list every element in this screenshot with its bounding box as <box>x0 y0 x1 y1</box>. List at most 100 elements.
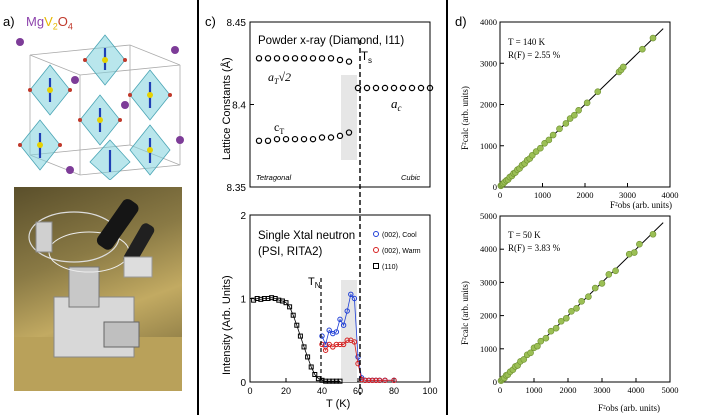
formula-part-1: V <box>44 14 53 29</box>
c-bottom-xtick-label: 60 <box>353 386 363 396</box>
d-scatter-point <box>556 125 563 133</box>
crystal-structure <box>16 34 184 180</box>
c-top-point-2 <box>381 84 389 92</box>
c-top-point-0 <box>336 56 344 64</box>
c-bottom-square-point <box>287 304 293 310</box>
formula-part-2: 2 <box>52 21 58 32</box>
d-scatter-point <box>636 240 643 248</box>
d-scatter-point <box>542 334 550 342</box>
d-scatter-point <box>575 106 582 114</box>
d-scatter-point <box>549 131 557 139</box>
d-xtick-label: 2000 <box>577 190 594 200</box>
d-xtick-label: 4000 <box>662 190 679 200</box>
c-top-point-2 <box>426 84 434 92</box>
c-top-point-0 <box>255 55 263 62</box>
d-ytick-label: 5000 <box>480 211 497 221</box>
d-scatter-point <box>585 293 592 300</box>
c-bottom-square-point <box>305 354 311 360</box>
c-bottom-xtick-label: 80 <box>389 386 399 396</box>
d-scatter-point <box>578 298 585 305</box>
c-top-point-0 <box>345 58 353 65</box>
d-scatter-point <box>598 280 606 287</box>
d-scatter-point <box>639 45 646 53</box>
c-bottom-circle-point-1 <box>369 377 376 384</box>
d-bottom-ylabel: F²calc (arb. units) <box>460 281 470 345</box>
legend-warm: (002), Warm <box>382 248 421 255</box>
c-bottom-circle-point-0 <box>337 316 343 323</box>
c-bottom-circle-point-1 <box>351 339 358 345</box>
d-ytick-label: 1000 <box>480 141 497 151</box>
top-transition-band <box>341 75 357 160</box>
c-bottom-line-0 <box>321 293 394 381</box>
c-bottom-circle-point-0 <box>322 341 329 348</box>
d-scatter-point <box>537 337 545 345</box>
d-scatter-point <box>547 327 555 335</box>
c-bottom-square-point <box>294 322 300 328</box>
bottom-title-2: (PSI, RITA2) <box>258 246 322 258</box>
d-top-temp: T = 140 K <box>508 37 546 47</box>
c-top-point-1 <box>264 137 272 144</box>
d-xtick-label: 2000 <box>560 385 577 395</box>
c-top-point-0 <box>309 55 317 62</box>
d-scatter-point <box>571 111 578 119</box>
c-top-point-0 <box>273 55 281 62</box>
a-label: aT√2 <box>268 70 291 86</box>
c-top-point-1 <box>291 135 299 143</box>
c-bottom-square-point <box>337 378 343 384</box>
c-top-point-2 <box>372 84 380 92</box>
c-bottom-circle-point-1 <box>337 341 343 348</box>
c-top-point-0 <box>300 55 308 62</box>
ac-label: ac <box>391 96 402 113</box>
d-ytick-label: 1000 <box>480 344 497 354</box>
d-scatter-point <box>583 99 591 107</box>
c-bottom-circle-point-1 <box>362 377 368 384</box>
c-top-point-0 <box>291 55 299 62</box>
d-xtick-label: 4000 <box>628 385 645 395</box>
d-scatter-point <box>605 271 613 278</box>
c-bottom-square-point <box>283 300 289 306</box>
c-top-point-0 <box>327 55 335 62</box>
formula-part-0: Mg <box>26 14 45 29</box>
legend-cool: (002), Cool <box>382 232 417 239</box>
c-top-point-1 <box>300 135 308 143</box>
c-bottom-circle-point-0 <box>333 329 340 335</box>
c-bottom-circle-point-1 <box>322 347 329 353</box>
d-scatter-point <box>537 144 544 152</box>
c-bottom-circle-point-1 <box>373 377 379 384</box>
c-top-point-1 <box>309 135 317 143</box>
c-top-point-1 <box>336 132 344 140</box>
d-scatter-point <box>649 230 657 238</box>
ts-label: Ts <box>361 51 372 65</box>
d-bottom-temp: T = 50 K <box>508 230 541 240</box>
d-scatter-point <box>568 307 575 315</box>
d-scatter-point <box>619 63 627 71</box>
c-top-point-2 <box>417 84 425 92</box>
c-top-point-1 <box>255 137 263 144</box>
c-bottom-circle-point-0 <box>351 295 358 302</box>
panel-d-label: d) <box>455 14 467 29</box>
c-bottom-xtick-label: 20 <box>281 386 291 396</box>
c-top-point-0 <box>318 55 326 62</box>
bottom-legend: (002), Cool (002), Warm (110) <box>373 231 421 271</box>
panel-a-label: a) <box>3 14 15 29</box>
d-scatter-point <box>594 88 602 96</box>
formula-part-3: O <box>57 14 68 29</box>
d-scatter-point <box>563 314 570 322</box>
panel-c-label: c) <box>205 14 216 29</box>
c-bottom-square-point <box>301 344 307 350</box>
c-top-point-2 <box>390 84 398 92</box>
legend-marker-warm <box>373 247 379 253</box>
c-top-point-2 <box>408 84 416 92</box>
d-xtick-label: 0 <box>498 385 502 395</box>
panel-c-figure: 8.45 8.4 8.35 0 20 40 60 80 100 0 1 2 Powder x-ray… <box>220 18 438 410</box>
d-scatter-point <box>612 267 619 275</box>
d-scatter-point <box>545 136 553 144</box>
top-title: Powder x-ray (Diamond, I11) <box>258 35 404 47</box>
d-scatter-point <box>631 249 638 256</box>
c-bottom-circle-point-1 <box>376 377 383 384</box>
bottom-transition-band <box>341 280 357 382</box>
c-top-point-1 <box>318 134 326 141</box>
c-top-point-1 <box>273 135 281 143</box>
legend-marker-110 <box>373 263 379 269</box>
c-bottom-square-point <box>308 364 314 370</box>
